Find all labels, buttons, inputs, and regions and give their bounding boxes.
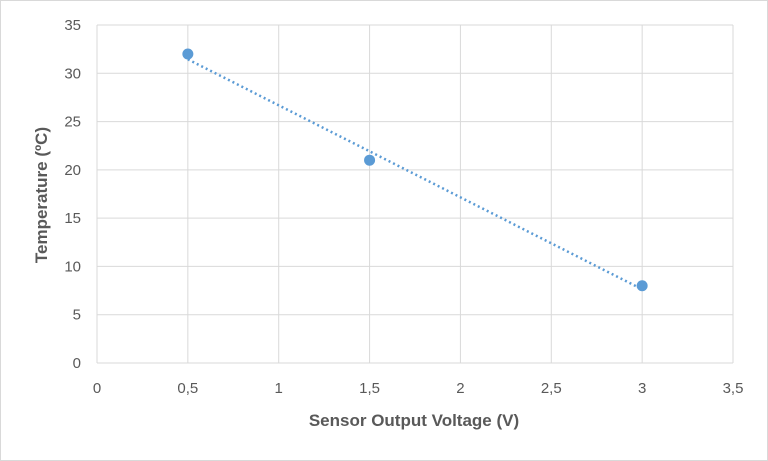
y-tick-label: 25 [64,114,81,131]
x-tick-label: 2,5 [541,380,562,397]
grid-lines [96,24,734,364]
x-axis-title: Sensor Output Voltage (V) [309,411,519,430]
x-tick-label: 1,5 [359,380,380,397]
x-tick-label: 3 [638,380,646,397]
x-tick-label: 0 [93,380,101,397]
data-points [182,48,648,292]
x-tick-label: 3,5 [723,380,744,397]
x-tick-label: 1 [275,380,283,397]
x-tick-label: 2 [456,380,464,397]
data-point [182,48,194,60]
linear-trendline [187,58,643,291]
y-tick-label: 35 [64,17,81,34]
x-tick-label: 0,5 [177,380,198,397]
y-tick-label: 0 [73,355,81,372]
data-point [636,280,648,292]
y-tick-label: 5 [73,307,81,324]
trendline-group [187,58,643,291]
y-tick-label: 20 [64,162,81,179]
y-tick-labels: 0 5 10 15 20 25 30 35 [64,17,81,372]
y-tick-label: 10 [64,258,81,275]
y-tick-label: 15 [64,210,81,227]
y-axis-title: Temperature (ºC) [32,127,51,263]
y-tick-label: 30 [64,65,81,82]
data-point [364,154,376,166]
x-tick-labels: 0 0,5 1 1,5 2 2,5 3 3,5 [93,380,744,397]
